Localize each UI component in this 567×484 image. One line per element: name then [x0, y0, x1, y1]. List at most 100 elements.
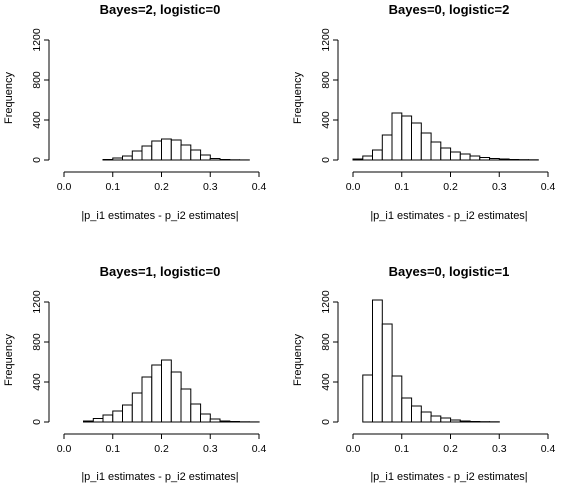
histogram-bar	[190, 149, 202, 161]
x-tick-label: 0.3	[203, 443, 218, 455]
x-tick-label: 0.1	[394, 443, 409, 455]
histogram-bar	[479, 157, 491, 161]
histogram-bar	[219, 159, 231, 161]
x-ticks: 0.0 0.1 0.2 0.3 0.4	[57, 171, 266, 193]
panel-bayes0-logistic2: Bayes=0, logistic=2 Frequency |p_i1 esti…	[292, 2, 555, 222]
y-ticks: 0 400 800 1200	[320, 28, 339, 163]
histogram-bar	[411, 405, 422, 423]
histogram-bar	[219, 420, 231, 423]
histogram-bars	[352, 112, 539, 161]
histogram-bar	[352, 158, 364, 161]
y-tick-label: 400	[31, 111, 43, 129]
x-tick-label: 0.2	[154, 181, 169, 193]
histogram-bar	[209, 418, 221, 423]
x-tick-label: 0.1	[394, 181, 409, 193]
x-tick-label: 0.4	[541, 181, 556, 193]
panel-title: Bayes=0, logistic=1	[389, 264, 510, 279]
x-axis-label: |p_i1 estimates - p_i2 estimates|	[81, 210, 238, 222]
x-ticks: 0.0 0.1 0.2 0.3 0.4	[57, 433, 267, 455]
histogram-bar	[469, 421, 481, 423]
histogram-bar	[420, 411, 432, 423]
y-tick-label: 400	[31, 373, 43, 391]
histogram-bar	[131, 150, 143, 161]
histogram-bar	[102, 159, 114, 161]
y-tick-label: 0	[320, 419, 332, 425]
histogram-bar	[151, 364, 163, 423]
panel-bayes1-logistic0: Bayes=1, logistic=0 Frequency |p_i1 esti…	[3, 264, 266, 483]
x-tick-label: 0.0	[346, 443, 361, 455]
y-tick-label: 1200	[320, 290, 332, 314]
histogram-bar	[372, 299, 383, 423]
histogram-bar	[92, 418, 104, 423]
histogram-bar	[401, 115, 413, 161]
y-tick-label: 800	[31, 333, 43, 351]
histogram-bar	[112, 157, 124, 161]
histogram-bar	[401, 397, 413, 423]
x-tick-label: 0.1	[105, 443, 120, 455]
panel-bayes0-logistic1: Bayes=0, logistic=1 Frequency |p_i1 esti…	[292, 264, 555, 483]
histogram-bar	[498, 158, 510, 161]
histogram-bar	[141, 376, 153, 423]
y-axis-label: Frequency	[3, 334, 15, 386]
y-tick-label: 800	[320, 71, 332, 89]
histogram-bar	[508, 159, 520, 161]
histogram-bar	[122, 404, 133, 423]
histogram-bar	[391, 112, 403, 161]
y-tick-label: 800	[320, 333, 332, 351]
x-axis-label: |p_i1 estimates - p_i2 estimates|	[370, 471, 527, 483]
x-tick-label: 0.3	[492, 443, 507, 455]
y-ticks: 0 400 800 1200	[31, 28, 50, 163]
histogram-bar	[170, 371, 182, 423]
histogram-bar	[430, 415, 442, 423]
histogram-bar	[161, 138, 172, 161]
y-tick-label: 0	[320, 157, 332, 163]
histogram-bar	[180, 144, 192, 161]
x-ticks: 0.0 0.1 0.2 0.3 0.4	[346, 433, 556, 455]
histogram-bar	[469, 155, 481, 161]
y-axis-label: Frequency	[3, 72, 15, 124]
histogram-bar	[450, 419, 461, 423]
histogram-bars	[102, 138, 250, 161]
y-axis-label: Frequency	[292, 334, 304, 386]
y-tick-label: 1200	[31, 28, 43, 52]
y-tick-label: 1200	[320, 28, 332, 52]
histogram-bar	[489, 158, 500, 161]
histogram-bar	[420, 132, 432, 161]
histogram-bars	[362, 299, 500, 423]
y-tick-label: 400	[320, 373, 332, 391]
x-tick-label: 0.0	[57, 443, 72, 455]
x-tick-label: 0.4	[252, 443, 267, 455]
x-tick-label: 0.2	[443, 443, 458, 455]
histogram-bar	[430, 141, 442, 161]
x-tick-label: 0.0	[346, 181, 361, 193]
histogram-bar	[112, 410, 124, 423]
histogram-bar	[131, 392, 143, 423]
histogram-bar	[190, 403, 202, 423]
histogram-bar	[200, 413, 211, 423]
histogram-bar	[362, 374, 374, 423]
histogram-bar	[381, 323, 393, 423]
x-tick-label: 0.3	[492, 181, 507, 193]
x-axis-label: |p_i1 estimates - p_i2 estimates|	[81, 471, 238, 483]
histogram-bar	[102, 414, 114, 423]
y-tick-label: 400	[320, 111, 332, 129]
histogram-bar	[151, 140, 163, 161]
histogram-bar	[450, 151, 461, 161]
histogram-bar	[209, 158, 221, 161]
y-tick-label: 0	[31, 157, 43, 163]
histogram-bar	[180, 388, 192, 423]
histogram-bar	[411, 122, 422, 161]
panel-title: Bayes=1, logistic=0	[100, 264, 221, 279]
x-ticks: 0.0 0.1 0.2 0.3 0.4	[346, 171, 556, 193]
y-tick-label: 800	[31, 71, 43, 89]
x-tick-label: 0.2	[443, 181, 458, 193]
histogram-bar	[141, 145, 153, 161]
x-tick-label: 0.4	[541, 443, 556, 455]
x-tick-label: 0.2	[154, 443, 169, 455]
histogram-bar	[170, 139, 182, 161]
histogram-bar	[362, 155, 374, 161]
histogram-bar	[83, 420, 94, 423]
histogram-bar	[200, 154, 211, 161]
x-tick-label: 0.3	[203, 181, 218, 193]
